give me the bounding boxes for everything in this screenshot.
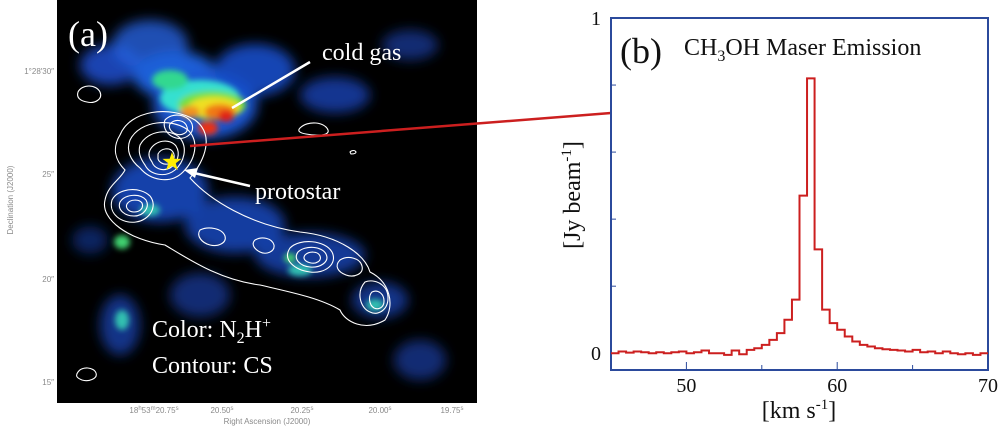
panel-b-label: (b) xyxy=(620,31,662,71)
protostar-arrow-line xyxy=(193,171,251,188)
plot-frame xyxy=(610,17,989,371)
x-tick-label: 60 xyxy=(827,375,847,397)
dec-tick-label: 15″ xyxy=(42,378,54,387)
color-legend-prefix: Color: N xyxy=(152,317,237,343)
ra-tick-label: 20.00s xyxy=(368,406,391,415)
xlabel-part: ] xyxy=(828,398,836,424)
color-legend-sup: + xyxy=(262,315,271,332)
ra-tick-s-unit: s xyxy=(311,406,314,412)
dec-tick-label: 25″ xyxy=(42,170,54,179)
axis-ticks: 50 60 70 0 1 xyxy=(591,8,998,397)
spectrum-line xyxy=(611,77,988,356)
panel-b: (b) CH3OH Maser Emission [Jy beam-1] [km… xyxy=(559,8,998,424)
y-tick-label: 0 xyxy=(591,343,601,365)
ra-tick-label: 20.50s xyxy=(210,406,233,415)
y-axis-label: [Jy beam-1] xyxy=(559,141,586,249)
ra-tick-seconds: 20.00 xyxy=(368,406,389,415)
xlabel-superscript: -1 xyxy=(816,397,829,413)
ra-tick-seconds: 20.25 xyxy=(290,406,311,415)
contour-legend: Contour: CS xyxy=(152,353,273,379)
spectrum-series xyxy=(611,77,988,356)
title-part: OH Maser Emission xyxy=(725,35,921,61)
ra-tick-seconds: 20.50 xyxy=(210,406,231,415)
dec-axis-label: Declination (J2000) xyxy=(6,165,15,234)
ra-tick-s-unit: s xyxy=(176,406,179,412)
x-tick-label: 70 xyxy=(978,375,998,397)
ylabel-part: [Jy beam xyxy=(560,161,586,249)
dec-tick-label: 20″ xyxy=(42,275,54,284)
protostar-star xyxy=(162,152,182,171)
protostar-arrow-head xyxy=(184,168,198,178)
ra-tick-h-unit: h xyxy=(138,406,141,412)
cold-gas-label: cold gas xyxy=(322,40,401,66)
y-tick-label: 1 xyxy=(591,8,601,30)
ra-tick-hours: 18 xyxy=(129,406,138,415)
ra-tick-m-unit: m xyxy=(151,406,156,412)
x-tick-label: 50 xyxy=(676,375,696,397)
color-legend: Color: N2H+ xyxy=(152,315,271,347)
ylabel-superscript: -1 xyxy=(559,149,575,162)
ra-tick-label: 18h53m20.75s xyxy=(129,406,178,415)
ra-tick-s-unit: s xyxy=(389,406,392,412)
dec-tick-label: 1°28′30″ xyxy=(24,67,54,76)
ra-axis-label: Right Ascension (J2000) xyxy=(224,417,311,426)
x-axis-label: [km s-1] xyxy=(762,397,837,424)
ra-tick-label: 20.25s xyxy=(290,406,313,415)
title-part: CH xyxy=(684,35,717,61)
ra-tick-minutes: 53 xyxy=(142,406,151,415)
connector-line xyxy=(189,111,612,148)
panel-a-label: (a) xyxy=(68,14,108,54)
ra-tick-seconds: 19.75 xyxy=(440,406,461,415)
ylabel-part: ] xyxy=(560,141,586,149)
panel-a: (a) cold gas protostar Color: N2H+ Conto… xyxy=(6,0,477,426)
protostar-label: protostar xyxy=(255,179,340,205)
ra-tick-s-unit: s xyxy=(461,406,464,412)
cold-gas-arrow xyxy=(231,60,311,110)
title-subscript: 3 xyxy=(717,48,725,65)
color-legend-mid: H xyxy=(245,317,262,343)
color-legend-sub: 2 xyxy=(237,330,245,347)
ra-tick-label: 19.75s xyxy=(440,406,463,415)
chart-title: CH3OH Maser Emission xyxy=(684,35,921,65)
xlabel-part: [km s xyxy=(762,398,816,424)
ra-tick-s-unit: s xyxy=(231,406,234,412)
ra-tick-seconds: 20.75 xyxy=(156,406,177,415)
